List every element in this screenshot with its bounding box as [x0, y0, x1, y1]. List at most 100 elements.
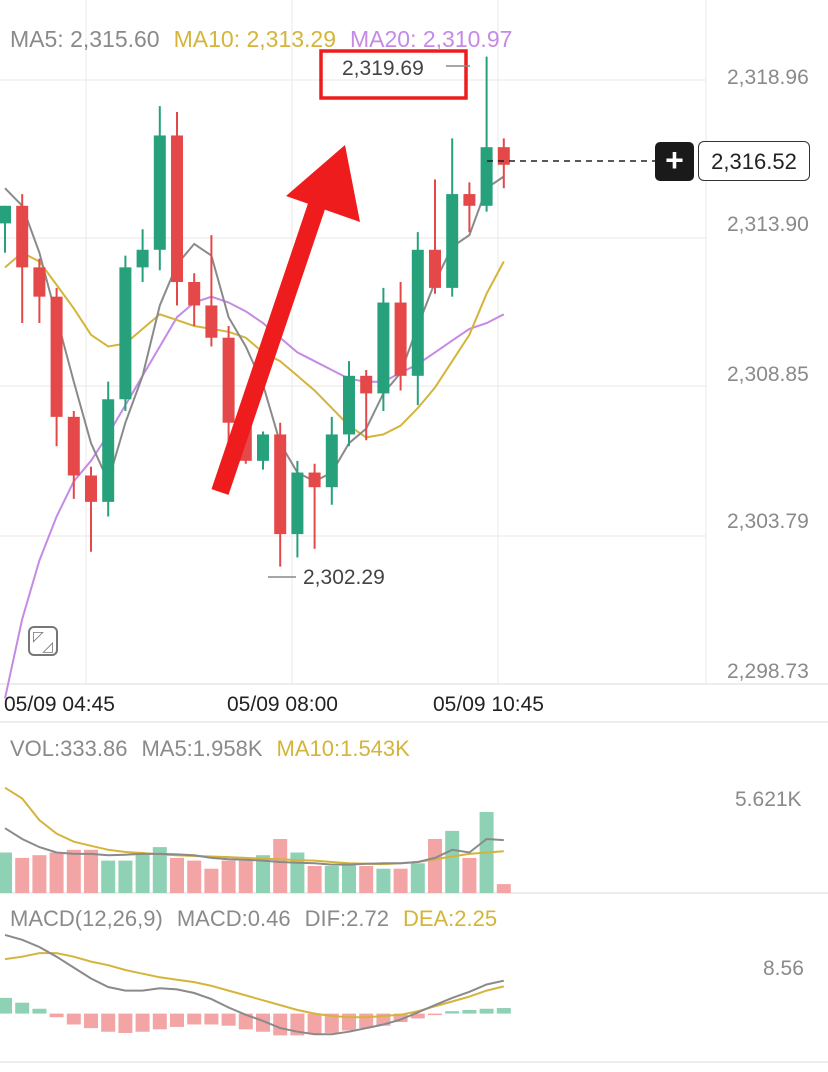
volume-bar-20	[342, 863, 356, 893]
volume-bar-22	[376, 868, 391, 893]
volume-bar-8	[135, 852, 150, 893]
candle-body-6	[102, 399, 115, 502]
candle-body-4	[67, 416, 80, 476]
ma10-line	[4, 251, 505, 439]
plus-icon: +	[665, 142, 684, 178]
macd-bar-26	[445, 1011, 460, 1014]
low-price-label: 2,302.29	[303, 566, 385, 589]
candle-body-26	[446, 194, 459, 288]
macd-bar-27	[462, 1009, 477, 1014]
add-order-button[interactable]: +	[655, 142, 694, 181]
macd-bar-25	[428, 1013, 442, 1016]
volume-bar-21	[359, 866, 374, 893]
macd-bar-28	[479, 1008, 494, 1014]
volume-bar-11	[187, 860, 202, 893]
volume-bar-18	[307, 866, 322, 893]
candle-body-17	[291, 472, 304, 535]
volume-max-label: 5.621K	[735, 788, 802, 811]
candle-body-12	[205, 305, 218, 338]
high-highlight-box	[319, 49, 468, 100]
macd-bar-21	[359, 1013, 374, 1029]
volume-bar-1	[15, 857, 30, 893]
high-price-label: 2,319.69	[342, 57, 424, 80]
macd-bar-6	[101, 1013, 116, 1032]
candle-body-20	[343, 375, 355, 435]
candle-body-29	[497, 147, 510, 165]
volume-bar-23	[393, 868, 408, 893]
macd-bar-29	[496, 1008, 511, 1014]
macd-bar-1	[15, 1002, 30, 1014]
macd-bar-7	[118, 1013, 133, 1033]
macd-params: MACD(12,26,9)	[10, 906, 163, 931]
macd-bar-12	[204, 1013, 219, 1025]
volume-bar-10	[170, 857, 184, 893]
candle-body-15	[257, 434, 269, 461]
vol-ma5-value: MA5:1.958K	[141, 736, 263, 761]
macd-bar-2	[32, 1008, 47, 1014]
candle-body-0	[0, 205, 11, 224]
ma5-line	[4, 175, 505, 485]
candle-body-7	[119, 267, 132, 400]
candle-body-24	[411, 249, 424, 376]
macd-bar-19	[324, 1013, 339, 1033]
dif-value: DIF:2.72	[304, 906, 389, 931]
candle-body-23	[394, 302, 407, 376]
candle-body-8	[136, 249, 149, 268]
volume-bar-14	[238, 860, 253, 893]
volume-bar-25	[428, 839, 442, 893]
annotations	[211, 49, 468, 495]
x-tick-1: 05/09 04:45	[4, 693, 115, 716]
candle-body-2	[33, 267, 46, 297]
ma10-value: MA10: 2,313.29	[173, 26, 337, 52]
ma-legend: MA5: 2,315.60 MA10: 2,313.29 MA20: 2,310.9…	[10, 26, 526, 53]
candle-body-28	[480, 147, 493, 206]
current-price-tag[interactable]: 2,316.52	[698, 141, 810, 181]
volume-bar-2	[32, 855, 47, 893]
candlesticks	[0, 56, 510, 567]
macd-bar-9	[152, 1013, 167, 1030]
candle-body-18	[308, 472, 321, 488]
candle-body-1	[16, 205, 29, 268]
dea-value: DEA:2.25	[402, 906, 498, 931]
candle-body-22	[377, 302, 390, 394]
volume-legend: VOL:333.86 MA5:1.958K MA10:1.543K	[10, 736, 424, 762]
up-arrow-annotation	[211, 145, 360, 495]
volume-bar-3	[49, 852, 64, 893]
macd-bar-8	[135, 1013, 150, 1032]
y-tick-5: 2,298.73	[727, 660, 809, 683]
macd-bar-10	[170, 1013, 184, 1027]
y-tick-1: 2,318.96	[727, 66, 809, 89]
volume-bar-7	[118, 860, 133, 893]
candle-body-16	[274, 434, 287, 535]
macd-indicator	[0, 933, 511, 1036]
candle-body-21	[360, 375, 373, 394]
candle-body-9	[153, 135, 166, 250]
vol-ma10-value: MA10:1.543K	[276, 736, 410, 761]
macd-bar-3	[49, 1013, 64, 1018]
macd-bar-15	[256, 1013, 270, 1032]
expand-icon[interactable]: ◸ ◿	[28, 626, 58, 656]
volume-bar-26	[445, 830, 460, 893]
volume-bar-17	[290, 852, 305, 893]
volume-bar-15	[256, 855, 270, 893]
candle-body-13	[222, 337, 235, 423]
candle-body-27	[463, 194, 476, 206]
volume-bars	[0, 786, 511, 893]
volume-bar-27	[462, 857, 477, 893]
volume-bar-0	[0, 852, 12, 893]
ma20-line	[4, 295, 505, 699]
macd-max-label: 8.56	[763, 957, 804, 980]
candle-body-10	[171, 135, 183, 283]
y-tick-4: 2,303.79	[727, 510, 809, 533]
y-tick-3: 2,308.85	[727, 363, 809, 386]
moving-average-lines	[4, 175, 505, 699]
candle-body-19	[325, 434, 338, 488]
x-tick-3: 05/09 10:45	[433, 693, 544, 716]
volume-bar-29	[496, 884, 511, 893]
macd-bar-24	[410, 1013, 425, 1019]
volume-ma5-line	[4, 827, 504, 866]
volume-bar-12	[204, 868, 219, 893]
dif-line	[4, 933, 505, 1036]
macd-bar-4	[66, 1013, 81, 1025]
